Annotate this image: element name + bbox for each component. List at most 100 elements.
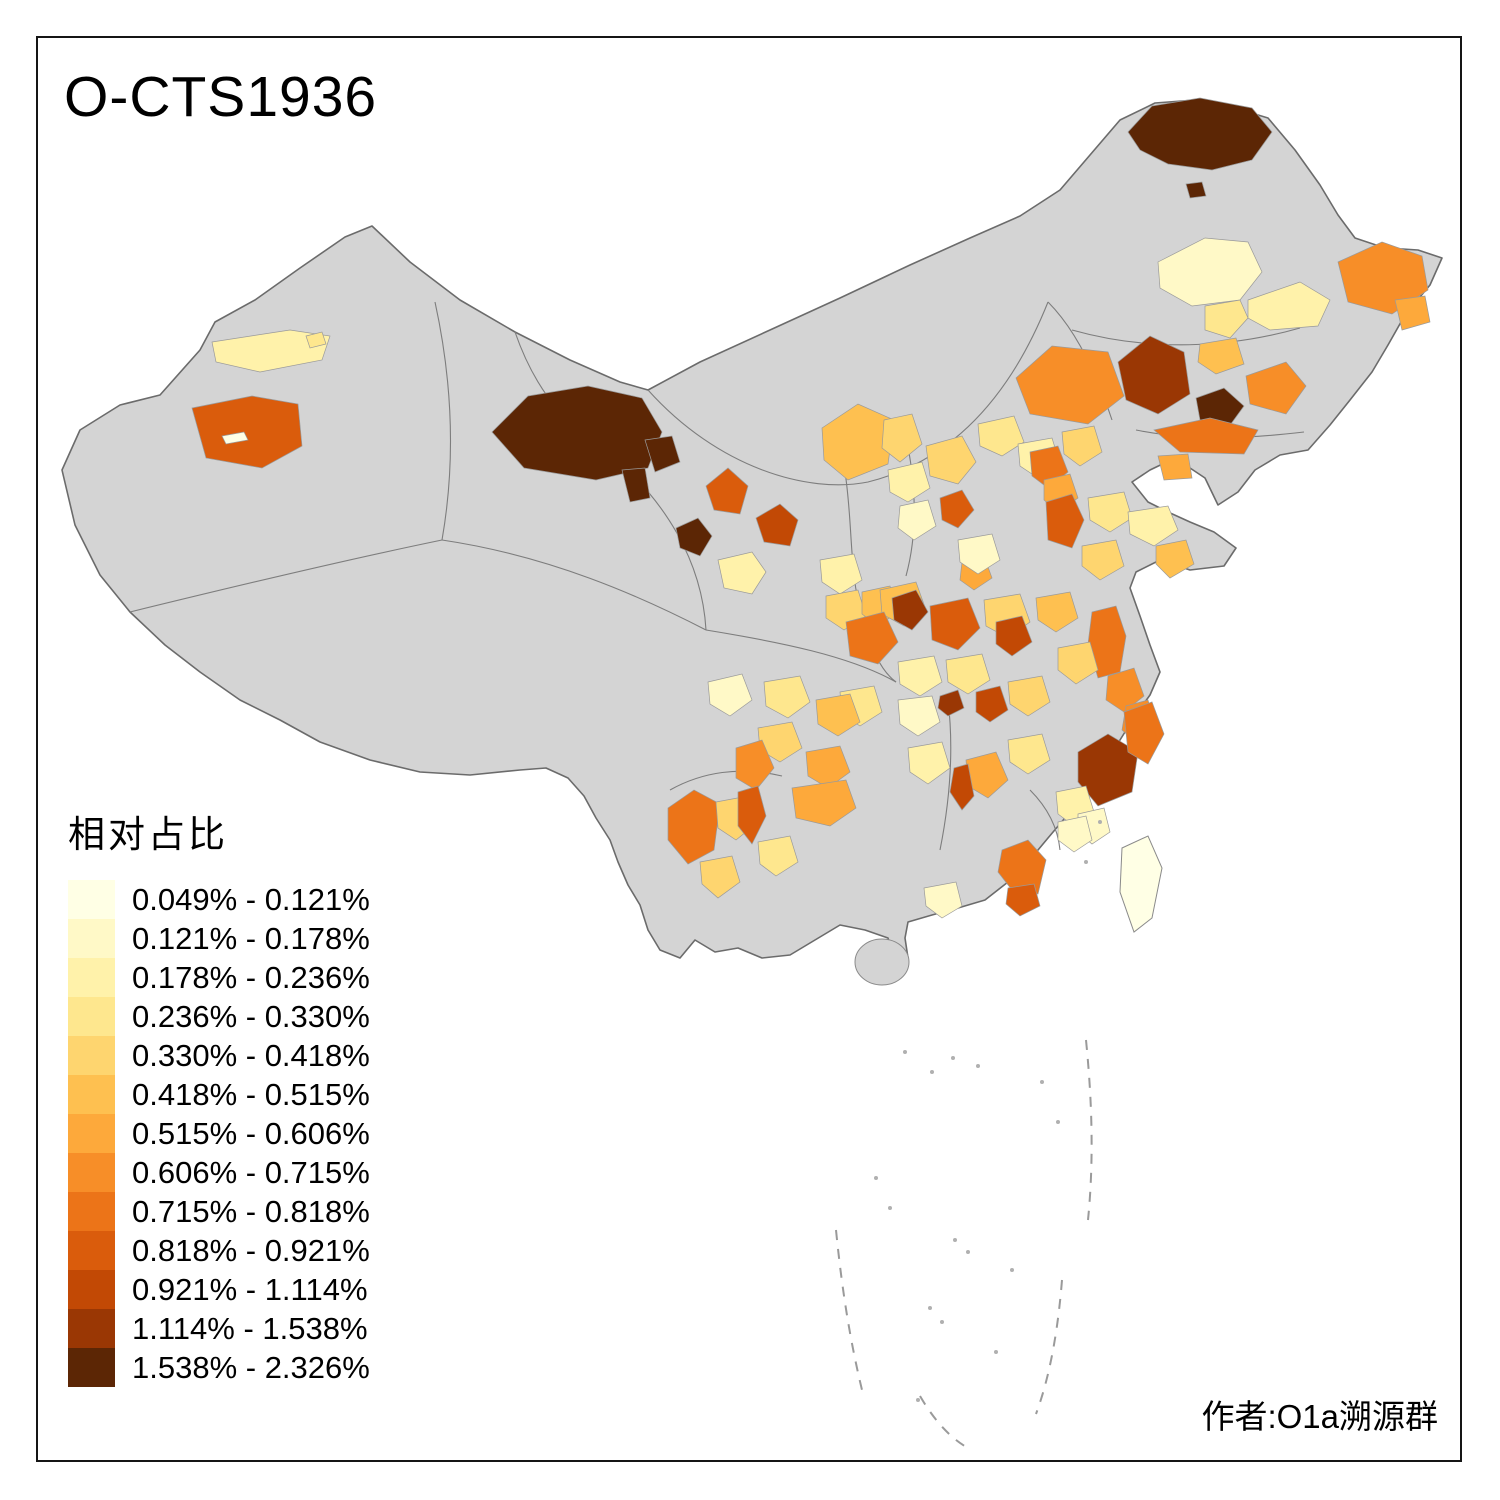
legend-swatch bbox=[68, 919, 115, 958]
map-region bbox=[975, 685, 1009, 723]
map-region bbox=[1337, 241, 1429, 315]
map-region bbox=[957, 533, 1001, 575]
map-region bbox=[821, 403, 895, 481]
map-region bbox=[929, 597, 981, 651]
map-region bbox=[945, 653, 991, 695]
legend-row: 0.715% - 0.818% bbox=[68, 1192, 370, 1231]
islet bbox=[928, 1306, 932, 1310]
colored-regions bbox=[191, 97, 1431, 919]
legend-row: 0.606% - 0.715% bbox=[68, 1153, 370, 1192]
map-region bbox=[1127, 505, 1179, 547]
legend-title: 相对占比 bbox=[68, 814, 228, 855]
map-region bbox=[891, 589, 929, 631]
islet bbox=[976, 1064, 980, 1068]
map-region bbox=[937, 689, 965, 717]
map-region bbox=[845, 611, 899, 665]
legend-row: 0.178% - 0.236% bbox=[68, 958, 370, 997]
map-region bbox=[1015, 345, 1125, 425]
map-region bbox=[815, 693, 861, 737]
map-region bbox=[305, 331, 327, 349]
map-region bbox=[805, 745, 851, 789]
islands bbox=[854, 835, 1163, 986]
legend-row: 0.121% - 0.178% bbox=[68, 919, 370, 958]
legend-swatch bbox=[68, 1153, 115, 1192]
map-region bbox=[897, 499, 937, 541]
legend-label: 0.818% - 0.921% bbox=[132, 1232, 370, 1268]
map-region bbox=[1007, 733, 1051, 775]
map-region bbox=[1081, 539, 1125, 581]
map-region bbox=[667, 789, 721, 865]
legend-swatch bbox=[68, 1075, 115, 1114]
map-region bbox=[1057, 641, 1099, 685]
map-region bbox=[939, 489, 975, 529]
map-region bbox=[1087, 491, 1133, 533]
islet bbox=[903, 1050, 907, 1054]
map-region bbox=[949, 763, 975, 811]
islet bbox=[940, 1320, 944, 1324]
legend-row: 1.538% - 2.326% bbox=[68, 1348, 370, 1387]
map-region bbox=[1057, 815, 1093, 853]
nine-dash-line bbox=[835, 1039, 1093, 1449]
map-region bbox=[707, 673, 753, 717]
map-region bbox=[1061, 425, 1103, 467]
map-region bbox=[1007, 675, 1051, 717]
map-region bbox=[755, 503, 799, 547]
map-region bbox=[881, 413, 923, 463]
legend-swatch bbox=[68, 880, 115, 919]
map-region bbox=[737, 785, 767, 845]
legend-label: 0.178% - 0.236% bbox=[132, 959, 370, 995]
islet bbox=[1010, 1268, 1014, 1272]
islet bbox=[930, 1070, 934, 1074]
map-region bbox=[699, 855, 741, 899]
map-region bbox=[621, 467, 651, 503]
legend-label: 0.418% - 0.515% bbox=[132, 1076, 370, 1112]
map-region bbox=[923, 881, 963, 919]
legend-swatch bbox=[68, 997, 115, 1036]
map-region bbox=[819, 553, 863, 595]
map-region bbox=[675, 517, 713, 557]
legend-label: 0.715% - 0.818% bbox=[132, 1193, 370, 1229]
map-region bbox=[925, 435, 977, 485]
legend-row: 0.921% - 1.114% bbox=[68, 1270, 370, 1309]
map-region bbox=[1123, 701, 1165, 765]
islet bbox=[874, 1176, 878, 1180]
map-region bbox=[1195, 387, 1245, 429]
legend-label: 0.606% - 0.715% bbox=[132, 1154, 370, 1190]
legend-label: 0.049% - 0.121% bbox=[132, 881, 370, 917]
map-region bbox=[763, 675, 811, 719]
map-region bbox=[897, 695, 941, 737]
legend-row: 0.049% - 0.121% bbox=[68, 880, 370, 919]
legend-swatch bbox=[68, 1192, 115, 1231]
islet bbox=[1056, 1120, 1060, 1124]
islet bbox=[888, 1206, 892, 1210]
map-region bbox=[1035, 591, 1079, 633]
legend-label: 0.330% - 0.418% bbox=[132, 1037, 370, 1073]
map-region bbox=[705, 467, 749, 515]
map-region bbox=[1127, 97, 1273, 171]
legend-row: 1.114% - 1.538% bbox=[68, 1309, 370, 1348]
map-region bbox=[907, 741, 951, 785]
map-region bbox=[191, 395, 303, 469]
legend-swatch bbox=[68, 1309, 115, 1348]
map-region bbox=[1197, 337, 1245, 375]
map-region bbox=[717, 551, 767, 595]
legend-row: 0.330% - 0.418% bbox=[68, 1036, 370, 1075]
map-region bbox=[1077, 733, 1139, 807]
legend: 相对占比 0.049% - 0.121% 0.121% - 0.178% 0.1… bbox=[68, 804, 370, 1387]
map-region bbox=[1005, 883, 1041, 917]
map-region bbox=[1045, 493, 1085, 549]
legend-swatch bbox=[68, 1270, 115, 1309]
islet bbox=[951, 1056, 955, 1060]
map-region bbox=[221, 431, 249, 445]
legend-label: 0.121% - 0.178% bbox=[132, 920, 370, 956]
legend-swatch bbox=[68, 1114, 115, 1153]
legend-row: 0.418% - 0.515% bbox=[68, 1075, 370, 1114]
legend-label: 0.236% - 0.330% bbox=[132, 998, 370, 1034]
islet bbox=[1098, 820, 1102, 824]
islet bbox=[916, 1398, 920, 1402]
islet bbox=[1040, 1080, 1044, 1084]
map-region bbox=[977, 415, 1025, 457]
hainan-island bbox=[854, 938, 910, 986]
map-region bbox=[1204, 299, 1249, 339]
